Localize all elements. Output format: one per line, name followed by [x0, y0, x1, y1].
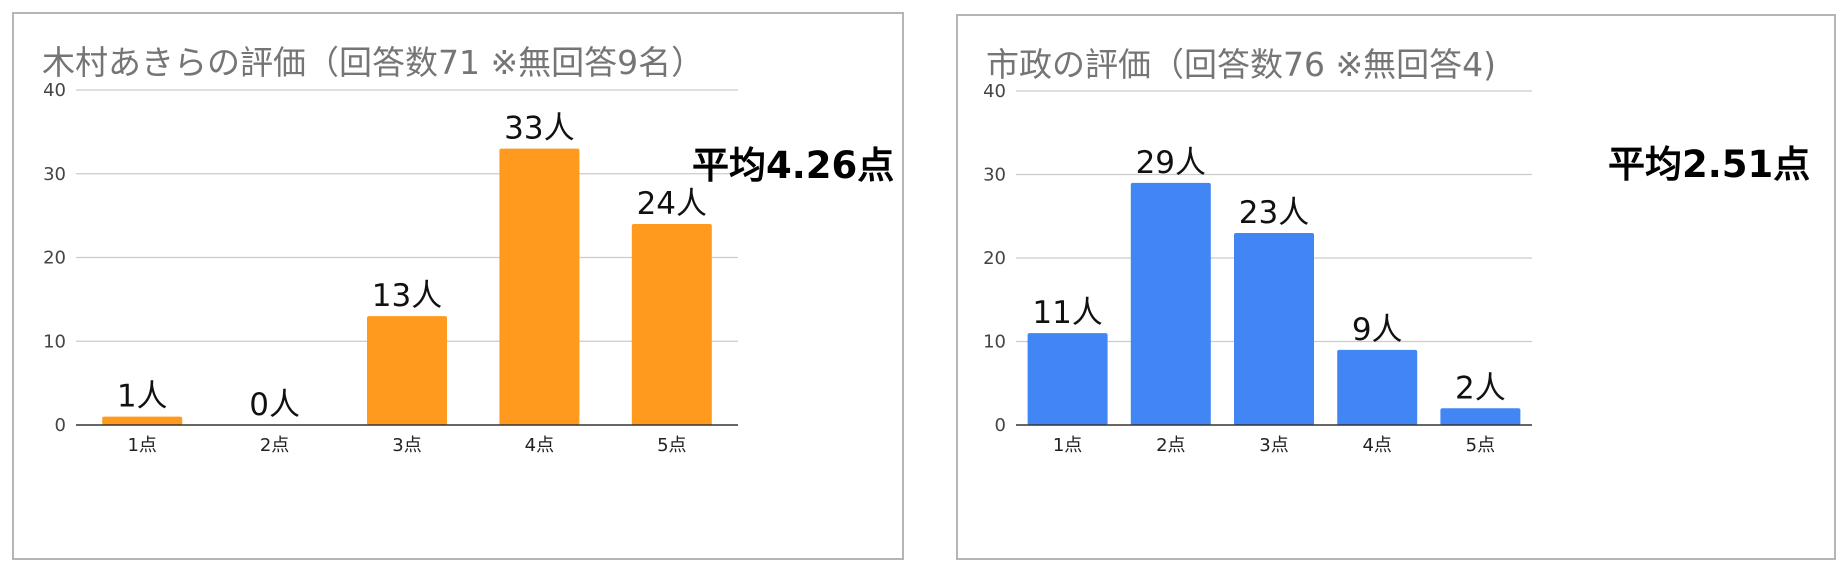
bar — [499, 148, 580, 425]
chart-panel-right: 市政の評価（回答数76 ※無回答4) 0 10 20 30 40 11人 1点 29人 2点 23… — [956, 14, 1836, 560]
bar — [1130, 182, 1211, 425]
x-tick-label: 3点 — [1259, 435, 1288, 456]
bar — [367, 316, 447, 425]
y-tick-label: 0 — [995, 415, 1006, 436]
bar — [631, 224, 712, 425]
average-score-label: 平均4.26点 — [692, 144, 895, 187]
data-label: 0人 — [249, 387, 300, 423]
x-tick-label: 2点 — [1156, 435, 1185, 456]
x-tick-label: 5点 — [1466, 435, 1495, 456]
bar-chart: 0 10 20 30 40 1人 1点 0人 2点 13人 3点 33人 4点 24人 5点 — [43, 80, 738, 456]
data-label: 2人 — [1455, 370, 1506, 406]
x-tick-label: 1点 — [127, 435, 156, 456]
bar — [102, 416, 183, 425]
data-label: 33人 — [504, 111, 574, 147]
chart-panel-left: 木村あきらの評価（回答数71 ※無回答9名） 0 10 20 30 40 1人 1点 0人 2点… — [12, 12, 904, 560]
chart-title: 市政の評価（回答数76 ※無回答4) — [986, 45, 1497, 84]
bar — [1440, 408, 1521, 425]
data-label: 29人 — [1136, 145, 1206, 181]
y-tick-label: 10 — [43, 331, 66, 352]
x-tick-label: 4点 — [1362, 435, 1391, 456]
bar — [1337, 349, 1418, 425]
x-tick-label: 1点 — [1053, 435, 1082, 456]
average-score-label: 平均2.51点 — [1608, 143, 1811, 186]
y-tick-label: 0 — [55, 415, 66, 436]
chart-title: 木村あきらの評価（回答数71 ※無回答9名） — [42, 43, 705, 82]
y-tick-label: 20 — [43, 248, 66, 269]
data-label: 1人 — [117, 379, 168, 415]
x-tick-label: 3点 — [392, 435, 421, 456]
x-tick-label: 4点 — [525, 435, 554, 456]
data-label: 23人 — [1239, 195, 1309, 231]
data-label: 13人 — [372, 278, 442, 314]
bar — [1027, 333, 1108, 425]
y-tick-label: 40 — [43, 80, 66, 101]
data-label: 24人 — [637, 186, 707, 222]
y-tick-label: 30 — [983, 165, 1006, 186]
y-tick-label: 10 — [983, 332, 1006, 353]
x-tick-label: 2点 — [260, 435, 289, 456]
x-tick-label: 5点 — [657, 435, 686, 456]
data-label: 11人 — [1032, 295, 1102, 331]
bar — [1234, 232, 1314, 425]
bar-chart: 0 10 20 30 40 11人 1点 29人 2点 23人 3点 9人 4点 2人 5点 — [983, 81, 1532, 456]
y-tick-label: 40 — [983, 81, 1006, 102]
data-label: 9人 — [1352, 312, 1403, 348]
y-tick-label: 20 — [983, 248, 1006, 269]
y-tick-label: 30 — [43, 164, 66, 185]
